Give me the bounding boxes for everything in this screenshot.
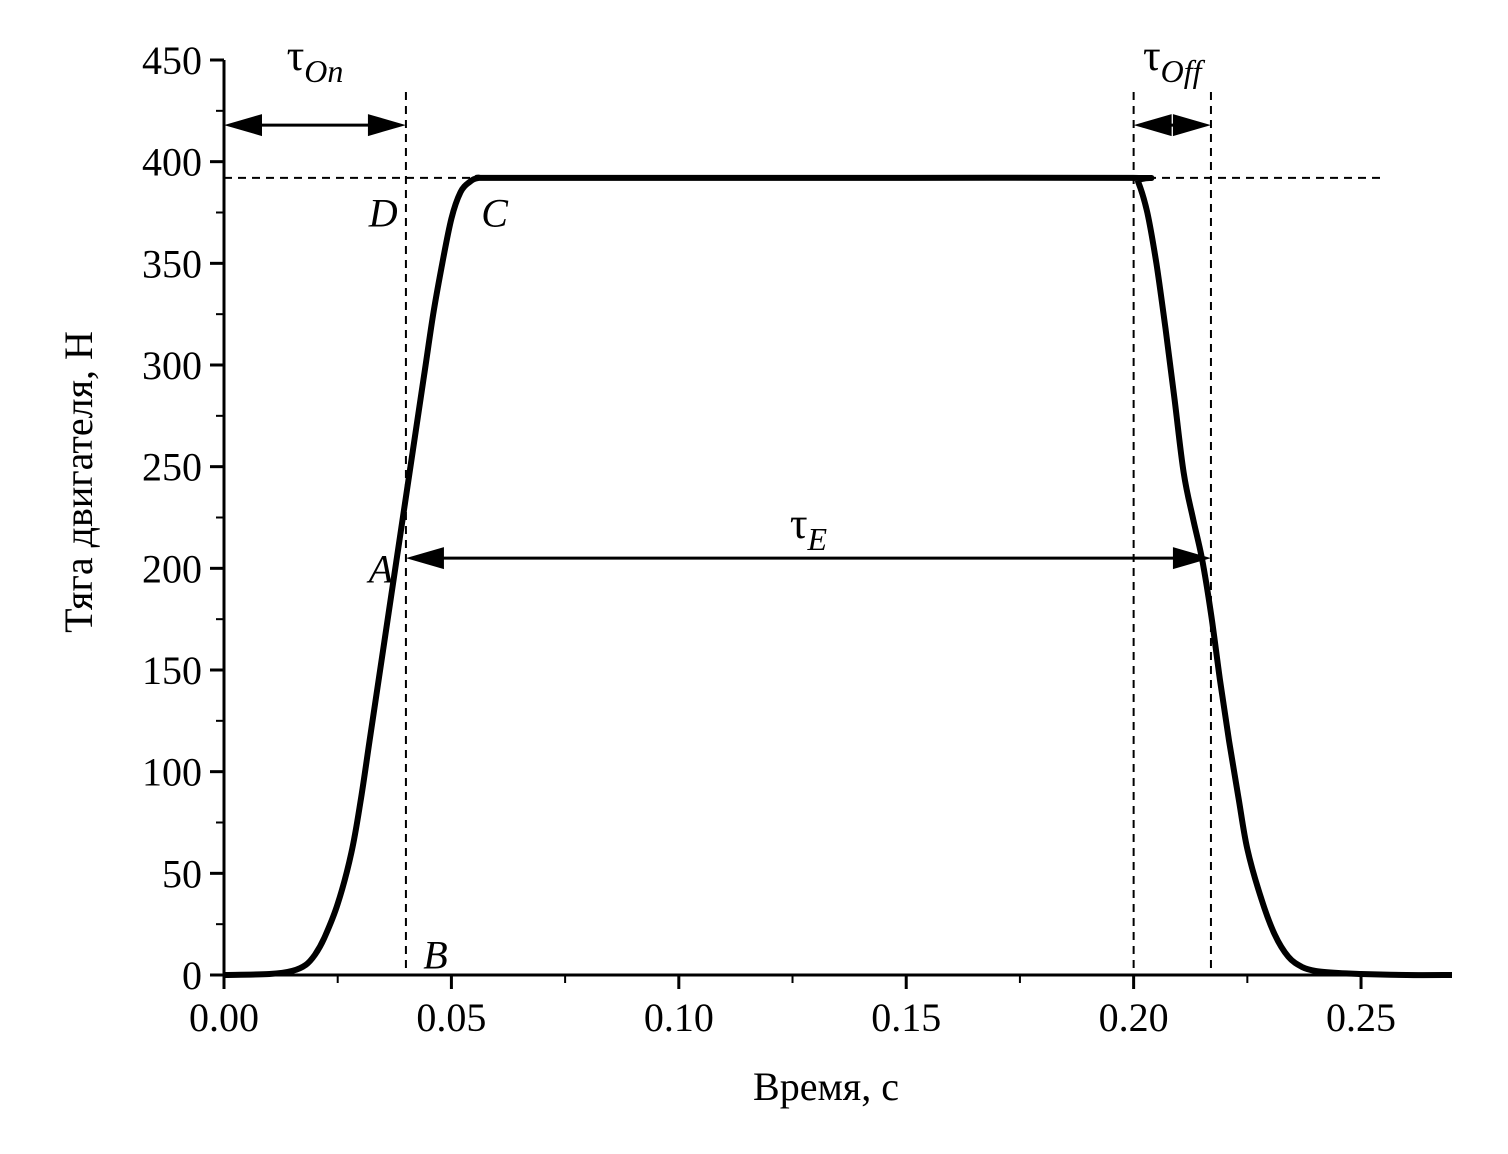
arrowhead-left — [1133, 114, 1172, 137]
point-labels: D C A B — [366, 191, 510, 978]
arrowhead-right — [1172, 547, 1211, 570]
x-tick-label: 0.05 — [416, 995, 486, 1040]
point-label-b: B — [423, 933, 447, 978]
x-tick-label: 0.20 — [1099, 995, 1169, 1040]
point-label-a: A — [366, 546, 394, 591]
y-tick-label: 450 — [142, 38, 202, 83]
ticks: 0 50 100 150 200 250 300 350 400 450 0.00 0.05 0.10 0… — [142, 38, 1396, 1040]
thrust-curve — [223, 174, 1453, 979]
y-tick-label: 150 — [142, 648, 202, 693]
axes — [222, 60, 1452, 977]
arrowhead-right — [1172, 114, 1211, 137]
point-label-c: C — [481, 191, 509, 236]
x-tick-label: 0.10 — [644, 995, 714, 1040]
y-tick-label: 400 — [142, 140, 202, 185]
interval-label: τOff — [1143, 31, 1206, 89]
x-tick-label: 0.15 — [871, 995, 941, 1040]
y-tick-label: 100 — [142, 750, 202, 795]
y-tick-label: 300 — [142, 343, 202, 388]
x-tick-label: 0.00 — [189, 995, 259, 1040]
series — [223, 174, 1453, 979]
interval-label-subscript: Off — [1161, 53, 1206, 89]
y-tick-label: 350 — [142, 241, 202, 286]
point-label-d: D — [368, 191, 398, 236]
interval-label-subscript: On — [304, 53, 343, 89]
y-tick-label: 0 — [182, 953, 202, 998]
interval-label: τE — [790, 499, 828, 557]
interval-arrows: τOn τOff τE — [224, 31, 1211, 570]
interval-label-subscript: E — [807, 521, 828, 557]
y-axis-title: Тяга двигателя, Н — [56, 331, 101, 633]
arrowhead-left — [224, 114, 262, 137]
y-tick-label: 250 — [142, 445, 202, 490]
y-tick-label: 50 — [162, 851, 202, 896]
x-tick-label: 0.25 — [1326, 995, 1396, 1040]
x-axis-title: Время, с — [753, 1064, 899, 1109]
y-tick-label: 200 — [142, 546, 202, 591]
interval-label: τOn — [287, 31, 344, 89]
arrowhead-left — [405, 547, 444, 570]
arrowhead-right — [367, 114, 406, 137]
